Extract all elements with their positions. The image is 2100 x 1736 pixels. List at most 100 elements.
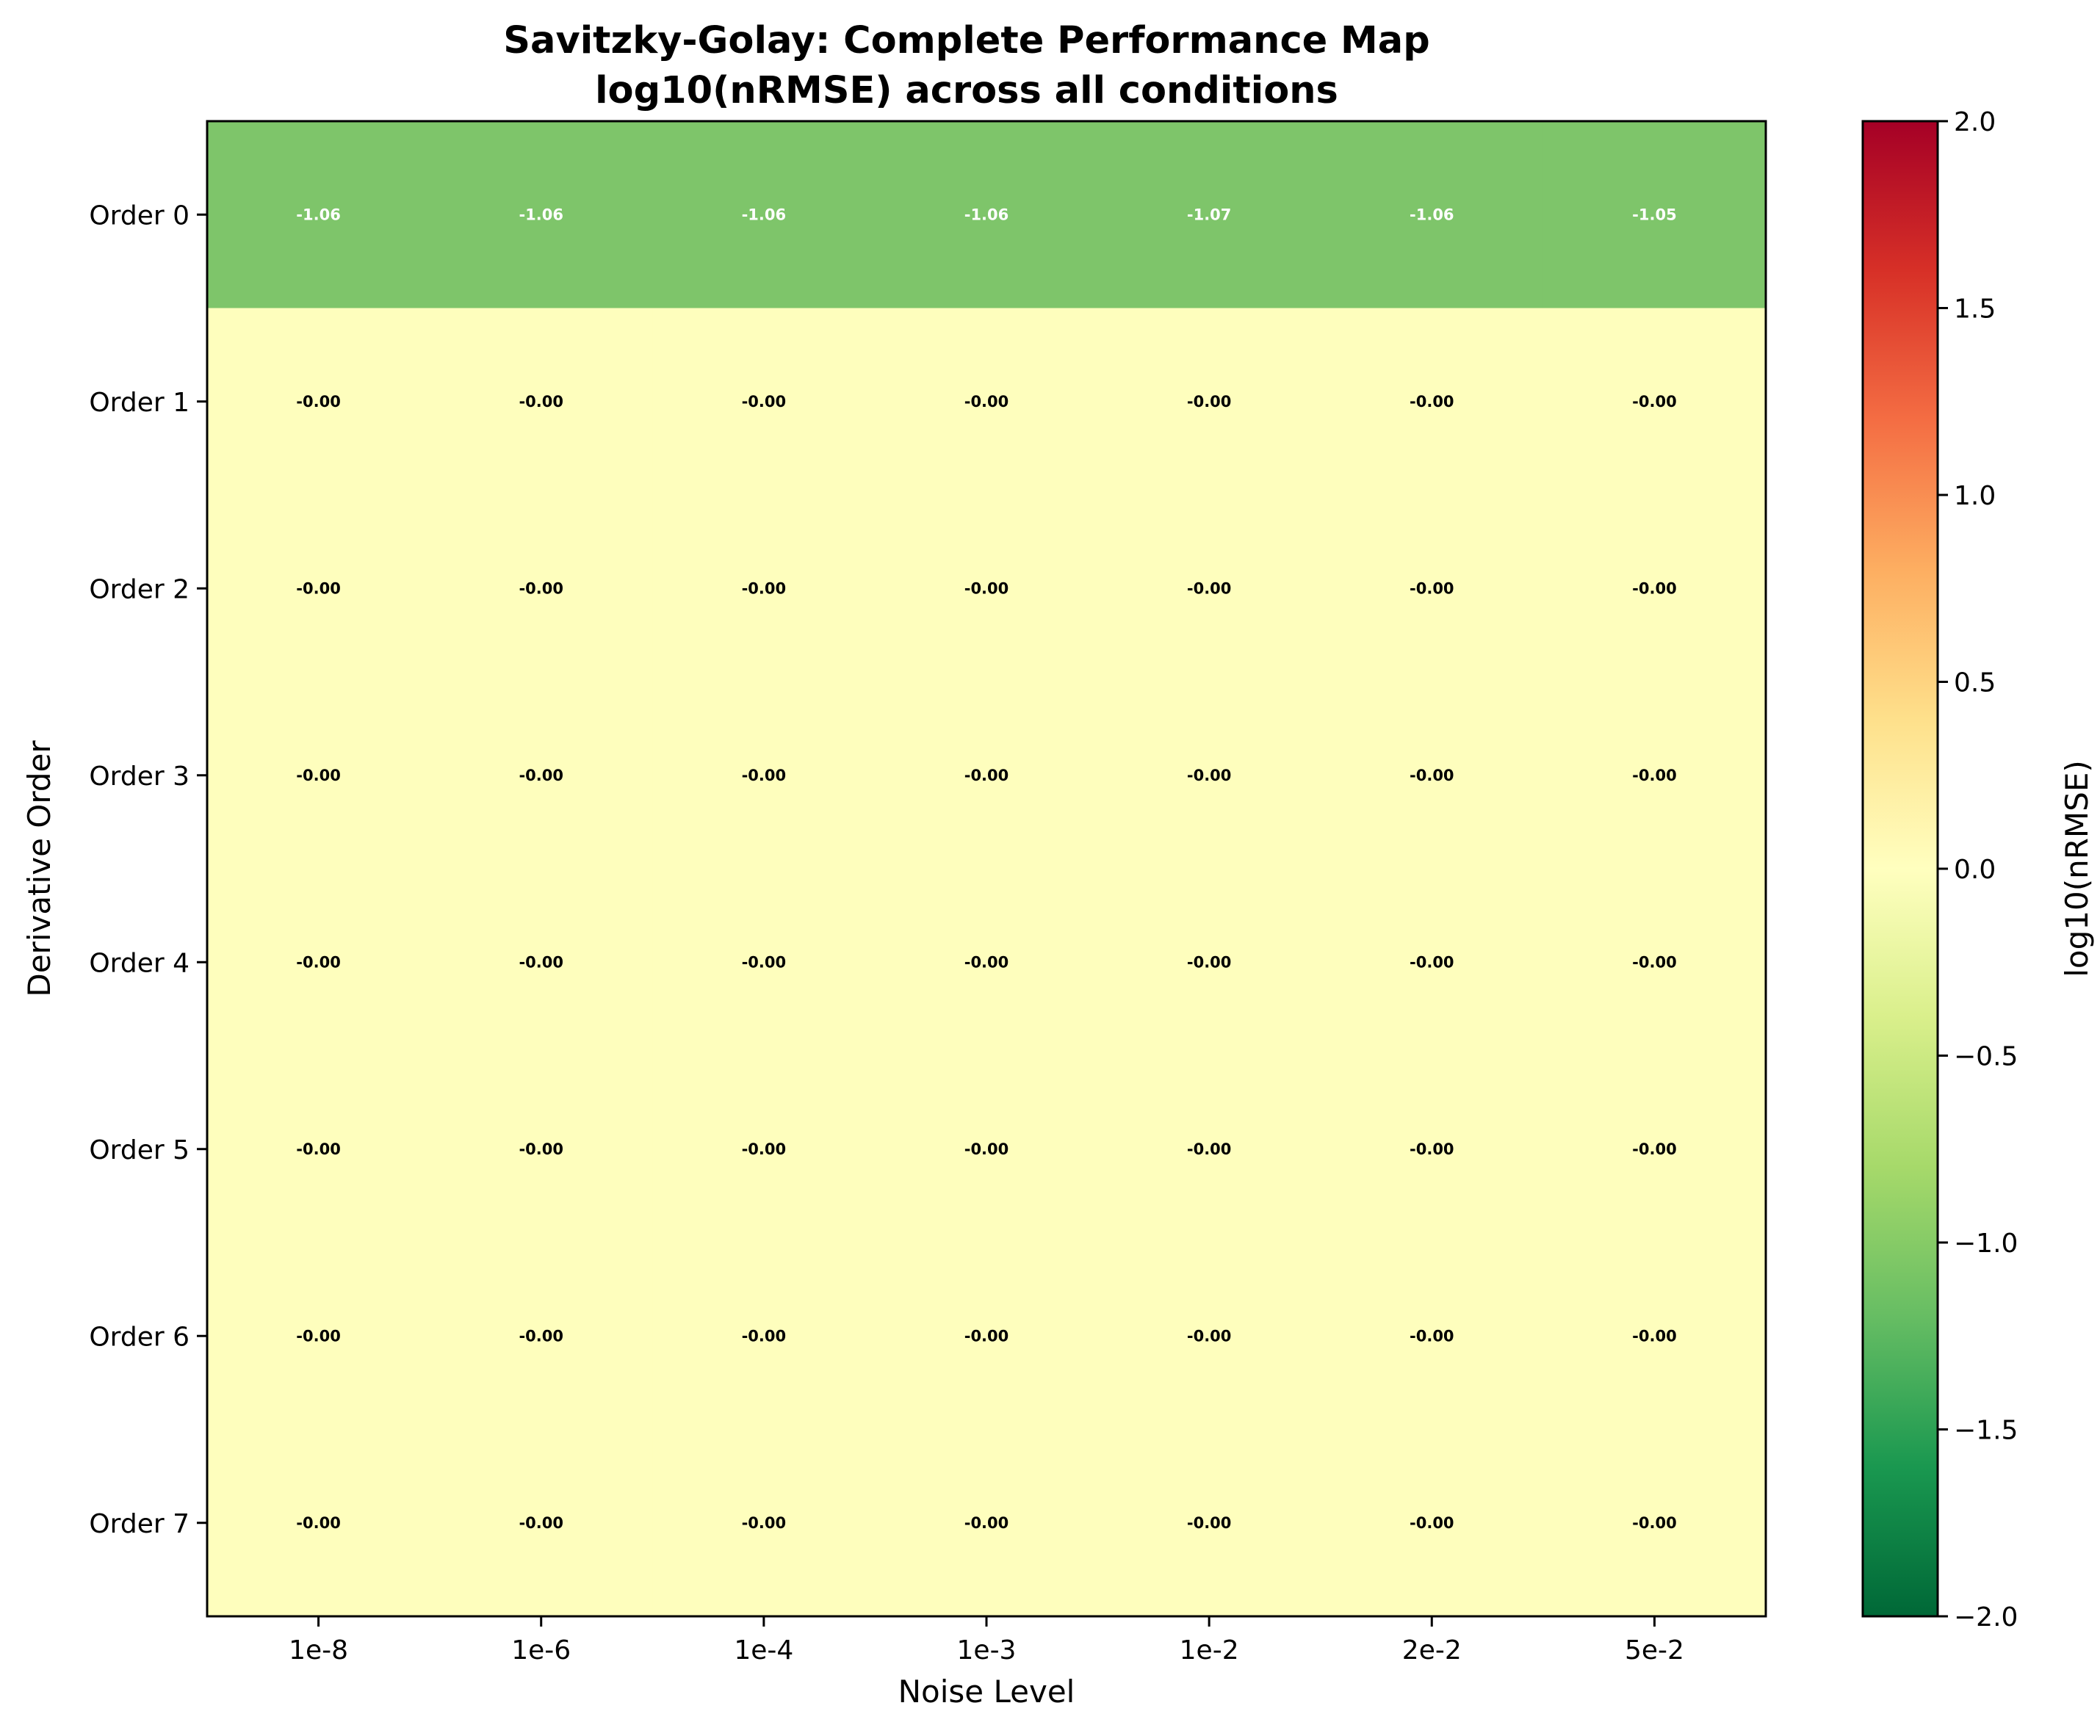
heatmap-cell: [430, 869, 653, 1057]
heatmap-cell: [1320, 1243, 1544, 1431]
heatmap-cell: [207, 121, 430, 309]
y-tick-label: Order 4: [89, 948, 190, 978]
heatmap-cell: [1097, 1243, 1321, 1431]
cell-value-label: -0.00: [742, 579, 787, 597]
heatmap-cell: [430, 495, 653, 683]
heatmap-cell: [1542, 1055, 1767, 1243]
colorbar-tick-label: 0.0: [1954, 855, 1996, 885]
cell-value-label: -0.00: [964, 1327, 1009, 1345]
colorbar-tick-label: 2.0: [1954, 107, 1996, 137]
cell-value-label: -0.00: [1410, 1140, 1454, 1158]
heatmap-cell: [652, 1055, 876, 1243]
cell-value-label: -0.00: [1632, 1140, 1677, 1158]
cell-value-label: -1.06: [742, 206, 787, 223]
cell-value-label: -0.00: [1187, 1514, 1232, 1532]
heatmap-cell: [875, 308, 1099, 496]
cell-value-label: -0.00: [1632, 767, 1677, 784]
heatmap-cell: [1542, 869, 1767, 1057]
cell-value-label: -1.06: [1410, 206, 1454, 223]
cell-value-label: -0.00: [742, 393, 787, 411]
cell-value-label: -0.00: [1187, 579, 1232, 597]
heatmap-cell: [1542, 121, 1767, 309]
colorbar-tick-label: 0.5: [1954, 668, 1996, 698]
cell-value-label: -0.00: [1410, 767, 1454, 784]
cell-value-label: -0.00: [296, 579, 341, 597]
heatmap-cell: [1542, 681, 1767, 869]
heatmap-cell: [1097, 121, 1321, 309]
cell-value-label: -0.00: [296, 767, 341, 784]
chart-subtitle: log10(nRMSE) across all conditions: [595, 69, 1338, 112]
heatmap-cell: [1320, 308, 1544, 496]
cell-value-label: -0.00: [964, 1514, 1009, 1532]
heatmap-cell: [1320, 869, 1544, 1057]
heatmap-cell: [430, 681, 653, 869]
heatmap-cell: [875, 1243, 1099, 1431]
y-axis-label: Derivative Order: [21, 740, 57, 997]
heatmap-cell: [652, 308, 876, 496]
cell-value-label: -0.00: [296, 1140, 341, 1158]
heatmap-cell: [875, 1429, 1099, 1617]
heatmap-cell: [207, 1055, 430, 1243]
heatmap-cell: [1097, 1055, 1321, 1243]
colorbar-tick-label: −0.5: [1954, 1042, 2018, 1072]
y-tick-label: Order 6: [89, 1322, 190, 1352]
heatmap-cell: [1320, 121, 1544, 309]
heatmap-cell: [430, 308, 653, 496]
heatmap-cells: [207, 121, 1767, 1617]
cell-value-label: -0.00: [296, 1327, 341, 1345]
heatmap-cell: [1542, 495, 1767, 683]
cell-value-label: -0.00: [519, 1327, 563, 1345]
heatmap-cell: [652, 495, 876, 683]
heatmap-cell: [652, 121, 876, 309]
heatmap-cell: [207, 681, 430, 869]
heatmap-cell: [875, 495, 1099, 683]
colorbar-tick-label: −2.0: [1954, 1602, 2018, 1632]
cell-value-label: -0.00: [964, 953, 1009, 971]
heatmap-cell: [1320, 681, 1544, 869]
y-tick-label: Order 2: [89, 574, 190, 604]
heatmap-cell: [652, 869, 876, 1057]
cell-value-label: -0.00: [964, 393, 1009, 411]
heatmap-cell: [1320, 495, 1544, 683]
x-tick-label: 1e-2: [1180, 1635, 1239, 1666]
cell-value-label: -1.07: [1187, 206, 1232, 223]
colorbar-tick-label: 1.5: [1954, 294, 1996, 325]
heatmap-cell: [1097, 681, 1321, 869]
x-tick-label: 2e-2: [1402, 1635, 1462, 1666]
cell-value-label: -0.00: [742, 767, 787, 784]
cell-value-label: -0.00: [1632, 953, 1677, 971]
heatmap-cell: [1542, 1243, 1767, 1431]
cell-value-label: -0.00: [742, 953, 787, 971]
cell-value-label: -1.06: [964, 206, 1009, 223]
cell-value-label: -0.00: [519, 767, 563, 784]
cell-value-label: -0.00: [1632, 393, 1677, 411]
heatmap-cell-labels: -1.06 -1.06 -1.06 -1.06 -1.07 -1.06 -1.05 -0.00…: [296, 206, 1676, 1532]
y-tick-label: Order 1: [89, 388, 190, 418]
colorbar-label: log10(nRMSE): [2059, 760, 2095, 977]
heatmap-cell: [652, 1243, 876, 1431]
heatmap-cell: [1320, 1055, 1544, 1243]
heatmap-cell: [652, 1429, 876, 1617]
cell-value-label: -0.00: [1187, 1140, 1232, 1158]
heatmap-cell: [1097, 495, 1321, 683]
cell-value-label: -0.00: [519, 393, 563, 411]
cell-value-label: -0.00: [519, 953, 563, 971]
x-tick-label: 5e-2: [1625, 1635, 1684, 1666]
heatmap-cell: [1097, 308, 1321, 496]
cell-value-label: -0.00: [1187, 767, 1232, 784]
heatmap-cell: [207, 1243, 430, 1431]
y-tick-label: Order 3: [89, 762, 190, 792]
cell-value-label: -0.00: [964, 767, 1009, 784]
heatmap-cell: [1097, 869, 1321, 1057]
cell-value-label: -0.00: [1632, 1514, 1677, 1532]
cell-value-label: -0.00: [519, 1140, 563, 1158]
colorbar-tick-label: −1.0: [1954, 1229, 2018, 1259]
heatmap-cell: [207, 869, 430, 1057]
heatmap-cell: [875, 869, 1099, 1057]
cell-value-label: -0.00: [1410, 1327, 1454, 1345]
x-tick-label: 1e-4: [734, 1635, 793, 1666]
cell-value-label: -0.00: [742, 1140, 787, 1158]
heatmap-cell: [1320, 1429, 1544, 1617]
cell-value-label: -0.00: [742, 1327, 787, 1345]
cell-value-label: -0.00: [1187, 393, 1232, 411]
